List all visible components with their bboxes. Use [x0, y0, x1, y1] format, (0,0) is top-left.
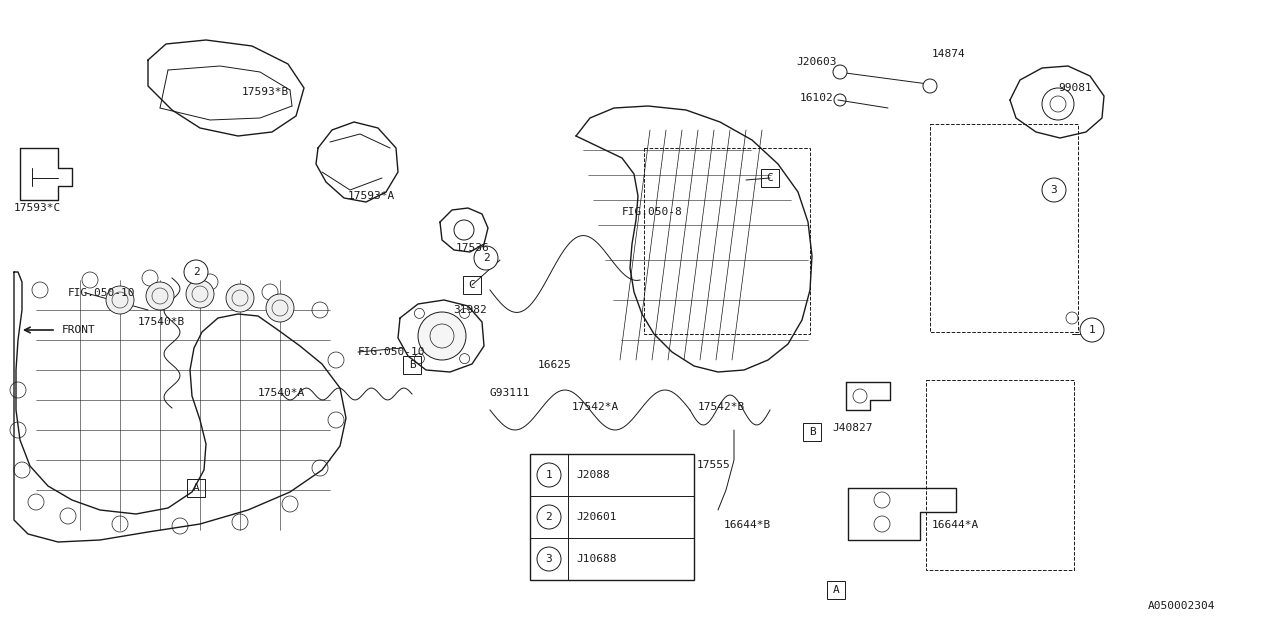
Bar: [925, 380, 1074, 570]
Text: J20603: J20603: [796, 57, 837, 67]
Text: J10688: J10688: [576, 554, 617, 564]
Text: 17536: 17536: [456, 243, 490, 253]
Text: A: A: [832, 585, 840, 595]
Text: 16644*B: 16644*B: [724, 520, 772, 530]
Text: G93111: G93111: [490, 388, 530, 398]
Text: A: A: [192, 483, 200, 493]
Bar: [762, 169, 780, 187]
Circle shape: [538, 463, 561, 487]
Text: B: B: [809, 427, 815, 437]
Circle shape: [874, 516, 890, 532]
Circle shape: [538, 547, 561, 571]
Circle shape: [186, 280, 214, 308]
Text: 17540*B: 17540*B: [138, 317, 186, 327]
Circle shape: [1042, 178, 1066, 202]
Circle shape: [106, 286, 134, 314]
Text: 31982: 31982: [453, 305, 486, 315]
Text: 1: 1: [1088, 325, 1096, 335]
Circle shape: [474, 246, 498, 270]
Text: 16644*A: 16644*A: [932, 520, 979, 530]
Bar: [644, 148, 810, 334]
Circle shape: [1080, 318, 1103, 342]
Bar: [827, 581, 845, 599]
Text: 2: 2: [545, 512, 553, 522]
Text: A050002304: A050002304: [1148, 601, 1216, 611]
Circle shape: [923, 79, 937, 93]
Text: 2: 2: [192, 267, 200, 277]
Text: 17542*B: 17542*B: [698, 402, 745, 412]
Circle shape: [266, 294, 294, 322]
Text: FIG.050-10: FIG.050-10: [68, 288, 136, 298]
Text: J20601: J20601: [576, 512, 617, 522]
Text: 16625: 16625: [538, 360, 572, 370]
Bar: [187, 479, 205, 497]
Text: FIG.050-8: FIG.050-8: [622, 207, 682, 217]
Text: 99081: 99081: [1059, 83, 1092, 93]
Bar: [463, 276, 481, 294]
Text: 17555: 17555: [698, 460, 731, 470]
Text: 3: 3: [545, 554, 553, 564]
Text: 1: 1: [545, 470, 553, 480]
Text: 17593*C: 17593*C: [14, 203, 61, 213]
Circle shape: [227, 284, 253, 312]
Text: 17593*A: 17593*A: [348, 191, 396, 201]
Bar: [403, 356, 421, 374]
Circle shape: [184, 260, 207, 284]
Text: B: B: [408, 360, 416, 370]
Text: C: C: [468, 280, 475, 290]
Circle shape: [833, 65, 847, 79]
Bar: [803, 423, 820, 441]
Text: FRONT: FRONT: [61, 325, 96, 335]
Bar: [530, 454, 694, 580]
Text: J2088: J2088: [576, 470, 609, 480]
Text: J40827: J40827: [832, 423, 873, 433]
Bar: [931, 124, 1078, 332]
Circle shape: [419, 312, 466, 360]
Circle shape: [874, 492, 890, 508]
Circle shape: [146, 282, 174, 310]
Text: 16102: 16102: [800, 93, 833, 103]
Text: 17593*B: 17593*B: [242, 87, 289, 97]
Text: C: C: [767, 173, 773, 183]
Text: 3: 3: [1051, 185, 1057, 195]
Text: 14874: 14874: [932, 49, 965, 59]
Text: 17542*A: 17542*A: [572, 402, 620, 412]
Circle shape: [1042, 88, 1074, 120]
Text: FIG.050-10: FIG.050-10: [358, 347, 425, 357]
Circle shape: [538, 505, 561, 529]
Text: 2: 2: [483, 253, 489, 263]
Text: 17540*A: 17540*A: [259, 388, 305, 398]
Circle shape: [852, 389, 867, 403]
